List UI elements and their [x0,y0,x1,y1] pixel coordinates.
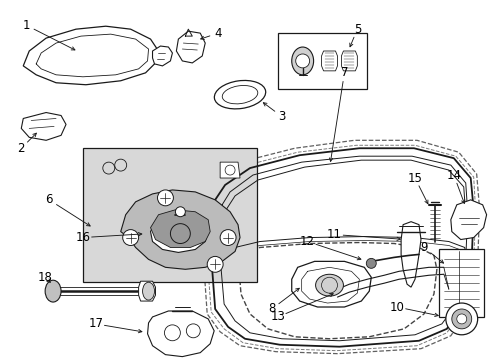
Ellipse shape [315,274,343,296]
Circle shape [157,190,173,206]
Ellipse shape [45,280,61,302]
Polygon shape [23,26,158,85]
Polygon shape [150,210,210,247]
Circle shape [295,54,309,68]
Polygon shape [21,113,66,140]
Text: 4: 4 [214,27,222,40]
Text: 13: 13 [270,310,285,323]
Circle shape [207,256,223,272]
Text: 14: 14 [446,168,460,181]
Text: 3: 3 [278,110,285,123]
Bar [83,148,256,282]
Text: 12: 12 [300,235,314,248]
Circle shape [445,303,477,335]
Text: 11: 11 [326,228,341,241]
Text: 15: 15 [407,171,422,185]
Polygon shape [291,261,370,307]
Text: 6: 6 [45,193,53,206]
Ellipse shape [291,47,313,75]
Polygon shape [152,46,172,66]
Circle shape [456,314,466,324]
Bar [438,249,483,317]
Text: 7: 7 [340,66,347,79]
Text: 16: 16 [75,231,90,244]
Polygon shape [147,311,214,357]
Text: 2: 2 [18,142,25,155]
Text: 10: 10 [389,301,404,314]
Circle shape [175,207,185,217]
Circle shape [220,230,236,246]
Polygon shape [150,215,208,252]
Text: 18: 18 [38,271,53,284]
Circle shape [366,258,375,268]
Circle shape [122,230,138,246]
Circle shape [451,309,471,329]
Text: 8: 8 [267,302,275,315]
Text: 9: 9 [419,241,427,254]
Polygon shape [176,31,205,63]
Polygon shape [450,200,486,239]
Polygon shape [400,222,420,287]
Text: 5: 5 [353,23,360,36]
Polygon shape [341,51,357,71]
Polygon shape [321,51,337,71]
Polygon shape [138,281,155,301]
Bar [277,33,366,89]
Polygon shape [220,162,240,178]
Text: 17: 17 [88,318,103,330]
Ellipse shape [142,282,154,300]
Polygon shape [121,190,240,269]
Text: 1: 1 [22,19,30,32]
